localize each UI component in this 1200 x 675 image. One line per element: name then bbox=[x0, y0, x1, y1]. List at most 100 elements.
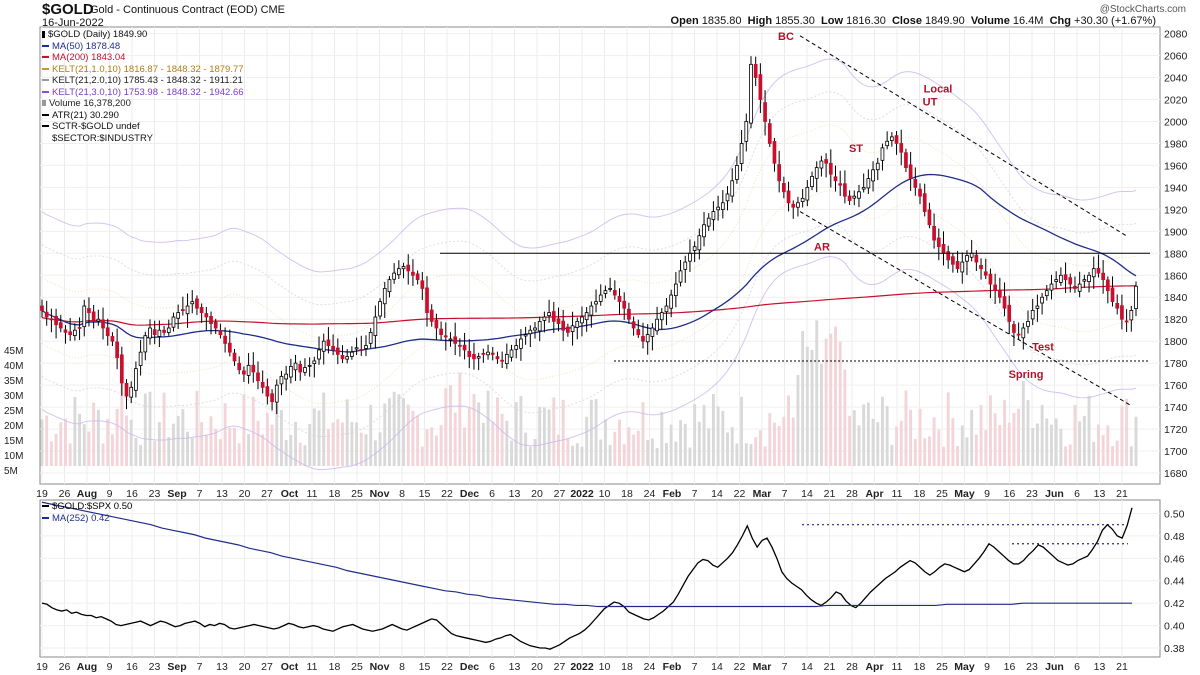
candle-body bbox=[335, 347, 340, 355]
volume-tick-label: 20M bbox=[4, 421, 23, 432]
candle-body bbox=[828, 162, 833, 175]
x-tick-label-lower: 6 bbox=[489, 661, 495, 673]
price-legend-text: KELT(21,3.0,10) 1753.98 - 1848.32 - 1942… bbox=[52, 86, 244, 98]
candle-body bbox=[1124, 320, 1129, 323]
candle-body bbox=[504, 353, 509, 364]
candle-body bbox=[87, 308, 91, 314]
volume-bar bbox=[322, 392, 326, 466]
x-tick-label: 24 bbox=[644, 488, 656, 500]
x-tick-label-lower: 13 bbox=[509, 661, 521, 673]
candle-body bbox=[749, 63, 753, 124]
volume-bar bbox=[195, 390, 199, 466]
x-tick-label: Dec bbox=[460, 488, 479, 500]
candle-body bbox=[674, 283, 678, 297]
price-tick-label: 1700 bbox=[1164, 446, 1188, 458]
price-tick-label: 1780 bbox=[1164, 358, 1188, 370]
candle-body bbox=[190, 301, 195, 305]
candle-body bbox=[350, 351, 354, 357]
candle-body bbox=[119, 354, 124, 384]
volume-bar bbox=[1021, 381, 1025, 466]
x-tick-label: 26 bbox=[59, 488, 71, 500]
volume-bar bbox=[289, 435, 293, 466]
candle-body bbox=[988, 273, 993, 285]
candle-body bbox=[603, 290, 608, 294]
candle-body bbox=[77, 327, 82, 329]
volume-bar bbox=[1111, 446, 1114, 466]
volume-bar bbox=[167, 437, 171, 466]
volume-bar bbox=[378, 432, 382, 466]
volume-bar bbox=[735, 443, 739, 466]
volume-bar bbox=[1007, 422, 1011, 466]
volume-bar bbox=[787, 395, 790, 466]
x-tick-label: 13 bbox=[216, 488, 228, 500]
volume-bar bbox=[143, 393, 147, 466]
candle-body bbox=[1016, 333, 1021, 336]
volume-bar bbox=[59, 422, 63, 466]
volume-bar bbox=[218, 439, 222, 466]
volume-bar bbox=[110, 434, 114, 466]
volume-bar bbox=[1035, 423, 1039, 466]
candle-body bbox=[1077, 283, 1082, 292]
candle-body bbox=[279, 375, 284, 385]
candle-body bbox=[162, 329, 166, 333]
candle-body bbox=[725, 193, 730, 202]
candle-body bbox=[486, 351, 490, 356]
volume-tick-label: 30M bbox=[4, 391, 23, 402]
chg-value: +30.30 (+1.67%) bbox=[1074, 15, 1156, 27]
volume-bar bbox=[575, 443, 579, 466]
volume-bar bbox=[834, 326, 837, 466]
candle-body bbox=[476, 356, 481, 359]
volume-bar bbox=[162, 392, 166, 466]
volume-bar bbox=[665, 442, 668, 466]
candle-body bbox=[551, 311, 556, 322]
volume-bar bbox=[622, 444, 626, 466]
candle-body bbox=[1105, 279, 1110, 292]
volume-bar bbox=[486, 390, 490, 466]
x-tick-label-lower: 13 bbox=[1094, 661, 1106, 673]
volume-bar bbox=[430, 427, 434, 466]
volume-bar bbox=[857, 425, 861, 466]
candle-body bbox=[1030, 310, 1035, 320]
candle-body bbox=[960, 261, 965, 273]
volume-tick-label: 10M bbox=[4, 451, 23, 462]
volume-bar bbox=[1120, 405, 1124, 466]
candle-body bbox=[270, 393, 274, 403]
x-tick-label: 19 bbox=[36, 488, 48, 500]
volume-bar bbox=[1054, 418, 1058, 466]
candle-body bbox=[927, 209, 932, 226]
candle-body bbox=[434, 319, 439, 329]
volume-bar bbox=[1101, 435, 1105, 466]
price-tick-label: 1920 bbox=[1164, 204, 1188, 216]
candle-body bbox=[575, 321, 580, 328]
x-tick-label: 25 bbox=[351, 488, 363, 500]
x-tick-label-lower: Nov bbox=[370, 661, 390, 673]
volume-bar bbox=[942, 446, 945, 466]
volume-bar bbox=[491, 421, 495, 466]
volume-bar bbox=[669, 424, 673, 466]
x-tick-label-lower: Dec bbox=[460, 661, 479, 673]
volume-bar bbox=[782, 416, 786, 466]
volume-bar bbox=[946, 392, 950, 466]
candle-body bbox=[495, 356, 500, 360]
candle-body bbox=[561, 320, 566, 331]
volume-bar bbox=[801, 330, 805, 466]
volume-bar bbox=[650, 438, 654, 466]
volume-bar bbox=[1106, 425, 1110, 466]
candle-body bbox=[458, 344, 462, 347]
ratio-line bbox=[41, 507, 1133, 650]
volume-bar bbox=[298, 442, 302, 466]
x-tick-label-lower: 25 bbox=[936, 661, 948, 673]
volume-bar bbox=[805, 346, 809, 466]
volume-bar bbox=[420, 446, 424, 466]
candle-body bbox=[101, 319, 105, 329]
candle-body bbox=[997, 290, 1002, 298]
volume-bar bbox=[467, 407, 471, 466]
x-tick-label: 16 bbox=[1004, 488, 1016, 500]
volume-bar bbox=[763, 446, 767, 466]
x-tick-label: 11 bbox=[892, 488, 903, 500]
volume-bar bbox=[758, 430, 762, 466]
x-tick-label: 9 bbox=[107, 488, 113, 500]
candle-body bbox=[382, 288, 387, 305]
candle-body bbox=[429, 309, 434, 322]
candle-body bbox=[669, 294, 674, 309]
